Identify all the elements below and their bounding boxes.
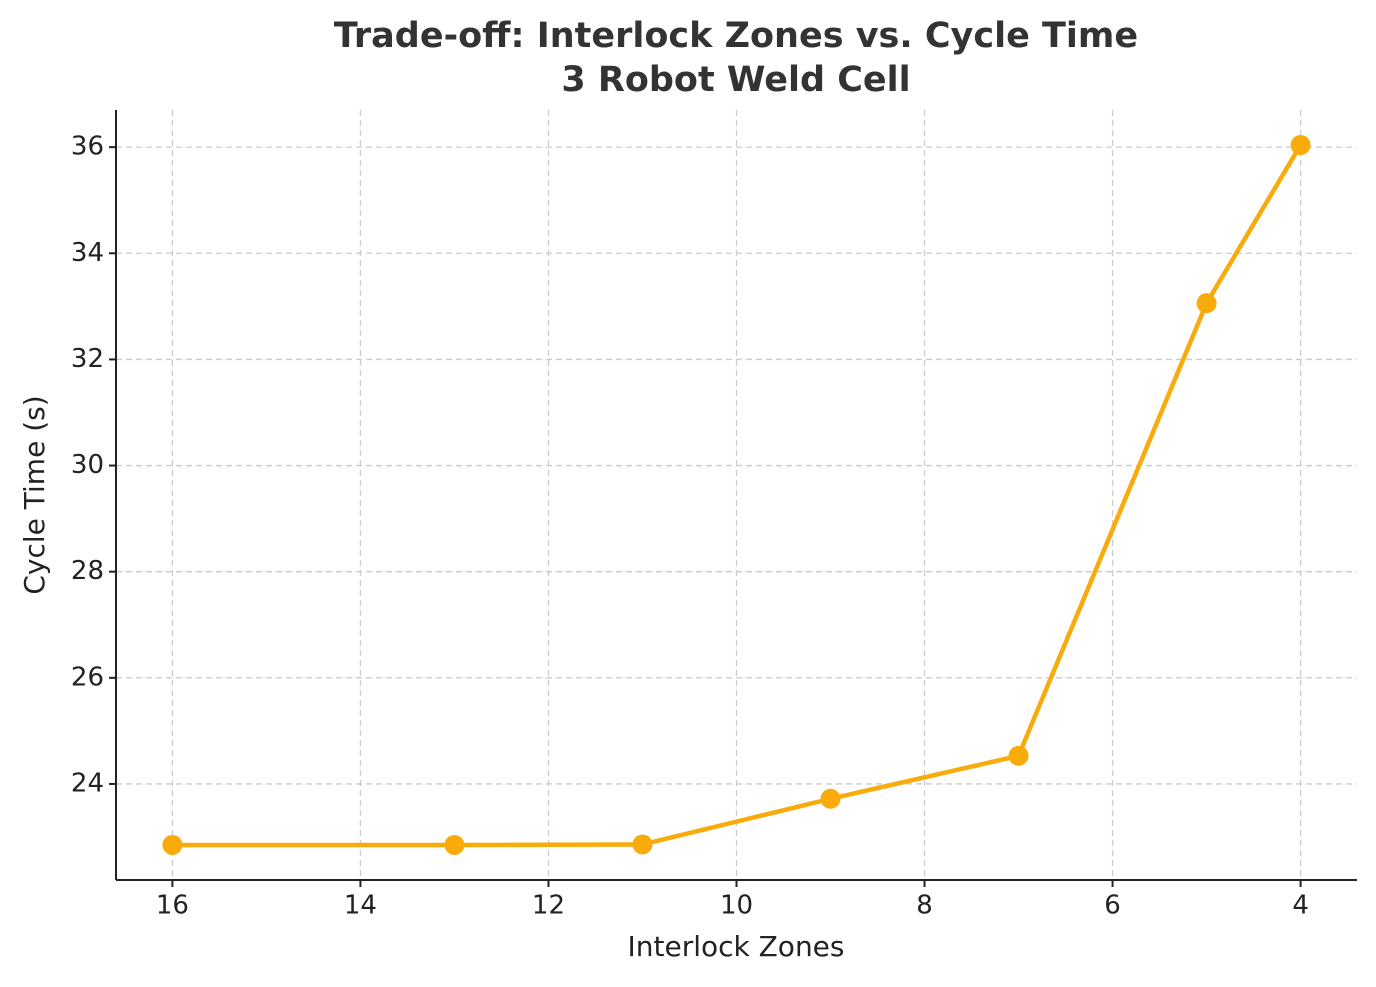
point [1008,745,1029,766]
chart-subtitle: 3 Robot Weld Cell [561,60,910,100]
y-tick-label: 28 [71,556,104,586]
y-tick-label: 26 [71,662,104,692]
point [820,788,841,809]
x-tick-label: 4 [1292,891,1309,921]
chart-title: Trade-off: Interlock Zones vs. Cycle Tim… [334,16,1138,56]
y-tick-label: 36 [71,132,104,162]
x-tick-label: 10 [720,891,753,921]
y-tick-label: 34 [71,238,104,268]
x-tick-label: 14 [344,891,377,921]
y-tick-label: 30 [71,450,104,480]
point [632,834,653,855]
point [444,834,465,855]
point [1290,135,1311,156]
y-axis-label: Cycle Time (s) [18,395,51,594]
x-tick-label: 12 [532,891,565,921]
y-tick-label: 32 [71,344,104,374]
x-tick-label: 16 [156,891,189,921]
x-tick-label: 8 [916,891,933,921]
point [162,834,183,855]
x-tick-label: 6 [1104,891,1121,921]
x-axis-label: Interlock Zones [627,930,844,963]
y-tick-label: 24 [71,768,104,798]
point [1196,293,1217,314]
